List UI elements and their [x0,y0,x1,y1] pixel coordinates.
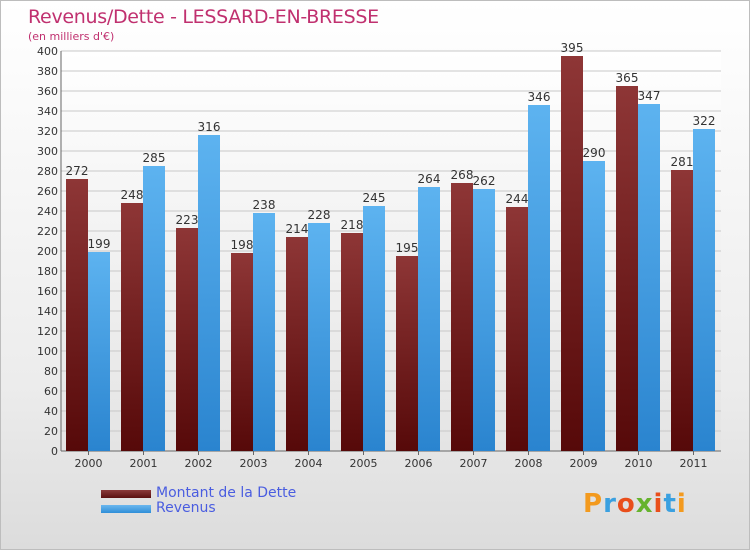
y-tick-label: 100 [37,345,58,358]
y-tick-label: 0 [51,445,58,458]
bar-debt [121,203,143,451]
data-label-revenue: 285 [143,151,166,165]
data-label-debt: 218 [341,218,364,232]
legend-swatch-revenue [101,505,151,513]
data-label-revenue: 316 [198,120,221,134]
data-label-debt: 195 [396,241,419,255]
logo-letter: i [676,489,687,519]
bar-revenue [473,189,495,451]
chart-subtitle: (en milliers d'€) [28,30,115,43]
bar-revenue [363,206,385,451]
data-label-revenue: 264 [418,172,441,186]
data-label-debt: 248 [121,188,144,202]
bar-debt [616,86,638,451]
x-tick-label: 2007 [460,457,488,470]
legend-label-revenue: Revenus [156,500,216,516]
y-tick-label: 240 [37,205,58,218]
x-tick-label: 2000 [75,457,103,470]
y-tick-label: 400 [37,45,58,58]
y-tick-label: 180 [37,265,58,278]
data-label-debt: 268 [451,168,474,182]
logo-letter: i [653,489,664,519]
y-tick-label: 20 [44,425,58,438]
bar-debt [396,256,418,451]
bar-debt [176,228,198,451]
x-tick-label: 2011 [680,457,708,470]
bar-revenue [198,135,220,451]
logo-letter: o [616,489,636,519]
data-label-debt: 223 [176,213,199,227]
bar-revenue [528,105,550,451]
x-tick-label: 2003 [240,457,268,470]
data-label-debt: 214 [286,222,309,236]
logo-letter: P [583,489,604,519]
x-tick-label: 2002 [185,457,213,470]
data-label-revenue: 199 [88,237,111,251]
data-label-revenue: 347 [638,89,661,103]
bar-revenue [308,223,330,451]
bar-revenue [253,213,275,451]
chart-title: Revenus/Dette - LESSARD-EN-BRESSE [28,6,379,28]
bar-revenue [88,252,110,451]
bar-debt [561,56,583,451]
proxiti-logo: Proxiti [583,489,687,519]
data-label-debt: 198 [231,238,254,252]
y-tick-label: 260 [37,185,58,198]
legend-label-debt: Montant de la Dette [156,485,297,501]
data-label-revenue: 290 [583,146,606,160]
y-tick-label: 280 [37,165,58,178]
bar-revenue [693,129,715,451]
y-tick-label: 60 [44,385,58,398]
bar-debt [231,253,253,451]
x-tick-label: 2010 [625,457,653,470]
data-label-revenue: 346 [528,90,551,104]
y-tick-label: 140 [37,305,58,318]
bar-debt [506,207,528,451]
y-tick-label: 40 [44,405,58,418]
bar-debt [671,170,693,451]
data-label-debt: 281 [671,155,694,169]
bar-revenue [583,161,605,451]
x-tick-label: 2004 [295,457,323,470]
legend-swatch-debt [101,490,151,498]
logo-letter: t [663,489,677,519]
y-tick-label: 380 [37,65,58,78]
data-label-debt: 272 [66,164,89,178]
data-label-revenue: 228 [308,208,331,222]
data-label-debt: 244 [506,192,529,206]
y-tick-label: 340 [37,105,58,118]
data-label-debt: 395 [561,41,584,55]
data-label-revenue: 262 [473,174,496,188]
logo-letter: x [635,489,654,519]
x-tick-label: 2001 [130,457,158,470]
x-tick-label: 2009 [570,457,598,470]
data-label-revenue: 322 [693,114,716,128]
x-tick-label: 2006 [405,457,433,470]
data-label-revenue: 245 [363,191,386,205]
y-tick-label: 200 [37,245,58,258]
data-label-debt: 365 [616,71,639,85]
y-tick-label: 300 [37,145,58,158]
y-tick-label: 80 [44,365,58,378]
x-tick-label: 2005 [350,457,378,470]
bar-debt [451,183,473,451]
bar-debt [286,237,308,451]
y-tick-label: 160 [37,285,58,298]
bar-debt [341,233,363,451]
bar-revenue [638,104,660,451]
bar-revenue [418,187,440,451]
y-tick-label: 120 [37,325,58,338]
bar-debt [66,179,88,451]
x-tick-label: 2008 [515,457,543,470]
bar-revenue [143,166,165,451]
y-tick-label: 360 [37,85,58,98]
data-label-revenue: 238 [253,198,276,212]
y-tick-label: 320 [37,125,58,138]
y-tick-label: 220 [37,225,58,238]
logo-letter: r [603,489,617,519]
